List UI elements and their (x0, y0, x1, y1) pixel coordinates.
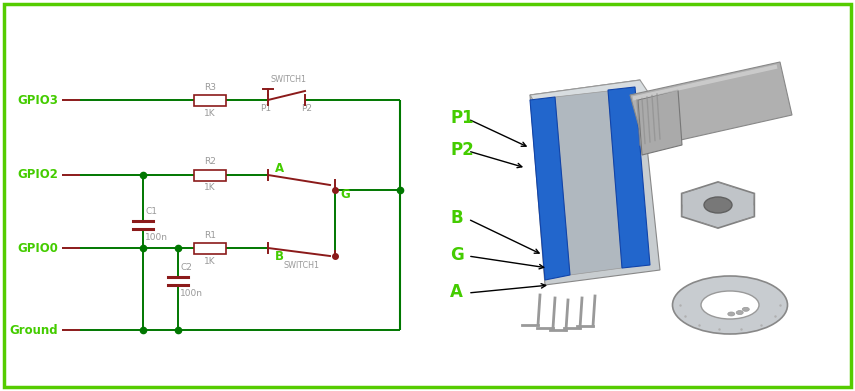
Ellipse shape (701, 291, 759, 319)
Polygon shape (681, 182, 754, 228)
Polygon shape (555, 91, 622, 275)
Bar (415, 8, 843, 383)
Text: G: G (450, 246, 463, 264)
Ellipse shape (728, 312, 734, 316)
Polygon shape (638, 90, 682, 155)
Text: GPIO0: GPIO0 (17, 242, 58, 255)
Text: 1K: 1K (204, 108, 215, 118)
Bar (194, 95, 226, 106)
Text: B: B (275, 249, 284, 262)
Ellipse shape (704, 197, 732, 213)
Ellipse shape (742, 307, 749, 311)
Text: G: G (340, 188, 350, 201)
Text: Ground: Ground (9, 323, 58, 337)
Ellipse shape (673, 276, 787, 334)
Text: R3: R3 (204, 83, 216, 91)
Text: SWITCH1: SWITCH1 (284, 261, 320, 270)
Polygon shape (530, 80, 660, 125)
Text: P1: P1 (261, 104, 272, 113)
Text: SWITCH1: SWITCH1 (270, 75, 306, 84)
Text: P1: P1 (450, 109, 474, 127)
Text: 1K: 1K (204, 256, 215, 265)
Text: B: B (450, 209, 463, 227)
Text: R2: R2 (204, 158, 216, 167)
Polygon shape (530, 97, 570, 280)
Bar (194, 170, 226, 181)
Polygon shape (630, 62, 792, 148)
Text: C1: C1 (145, 208, 157, 217)
Polygon shape (608, 87, 650, 268)
Text: 1K: 1K (204, 183, 215, 192)
Text: R1: R1 (204, 231, 216, 240)
Text: 100n: 100n (180, 289, 203, 298)
Text: P2: P2 (450, 141, 474, 159)
Polygon shape (530, 80, 660, 285)
Ellipse shape (736, 310, 743, 315)
Text: A: A (275, 161, 284, 174)
Text: GPIO2: GPIO2 (17, 169, 58, 181)
Text: P2: P2 (302, 104, 312, 113)
Bar (194, 242, 226, 253)
Text: A: A (450, 283, 463, 301)
Text: 100n: 100n (145, 233, 168, 242)
Text: C2: C2 (180, 264, 192, 273)
Text: GPIO3: GPIO3 (17, 93, 58, 106)
